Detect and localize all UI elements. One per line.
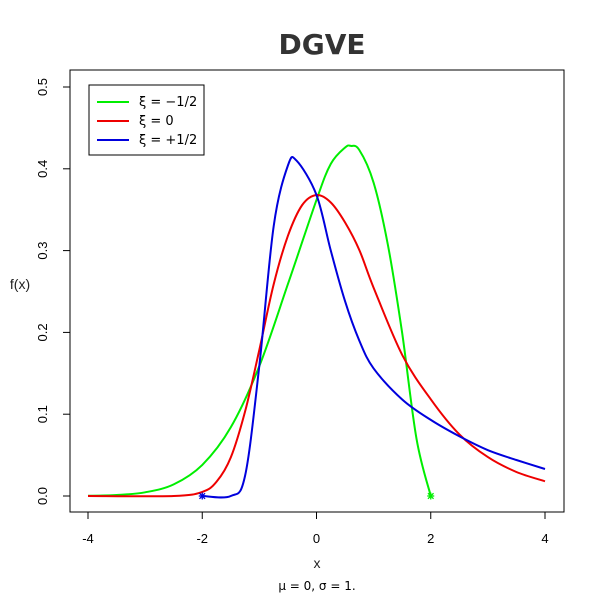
y-axis-label: f(x) xyxy=(10,276,30,292)
x-tick-label: 0 xyxy=(313,531,320,546)
y-tick-label: 0.4 xyxy=(35,160,50,178)
x-axis: -4 -2 0 2 4 xyxy=(82,512,549,546)
series-endpoint-marker-0 xyxy=(427,492,435,500)
y-axis: 0.0 0.1 0.2 0.3 0.4 0.5 xyxy=(35,78,70,505)
legend-label-1: ξ = 0 xyxy=(139,114,174,129)
x-tick-label: -2 xyxy=(196,531,208,546)
y-tick-label: 0.3 xyxy=(35,242,50,260)
series-endpoint-marker-2 xyxy=(198,492,206,500)
y-tick-label: 0.5 xyxy=(35,78,50,96)
y-tick-label: 0.2 xyxy=(35,323,50,341)
x-axis-label: x xyxy=(314,555,321,571)
y-tick-label: 0.0 xyxy=(35,487,50,505)
chart-subtitle: μ = 0, σ = 1. xyxy=(278,579,355,593)
series-layer xyxy=(87,144,546,500)
legend-label-2: ξ = +1/2 xyxy=(139,133,197,148)
y-tick-label: 0.1 xyxy=(35,405,50,423)
x-tick-label: 4 xyxy=(541,531,548,546)
legend: ξ = −1/2 ξ = 0 ξ = +1/2 xyxy=(88,84,205,156)
chart-title: DGVE xyxy=(278,28,365,61)
series-line-2 xyxy=(202,156,546,499)
series-line-0 xyxy=(87,144,432,497)
series-line-1 xyxy=(87,194,546,498)
legend-label-0: ξ = −1/2 xyxy=(139,95,197,110)
x-tick-label: -4 xyxy=(82,531,94,546)
x-tick-label: 2 xyxy=(427,531,434,546)
